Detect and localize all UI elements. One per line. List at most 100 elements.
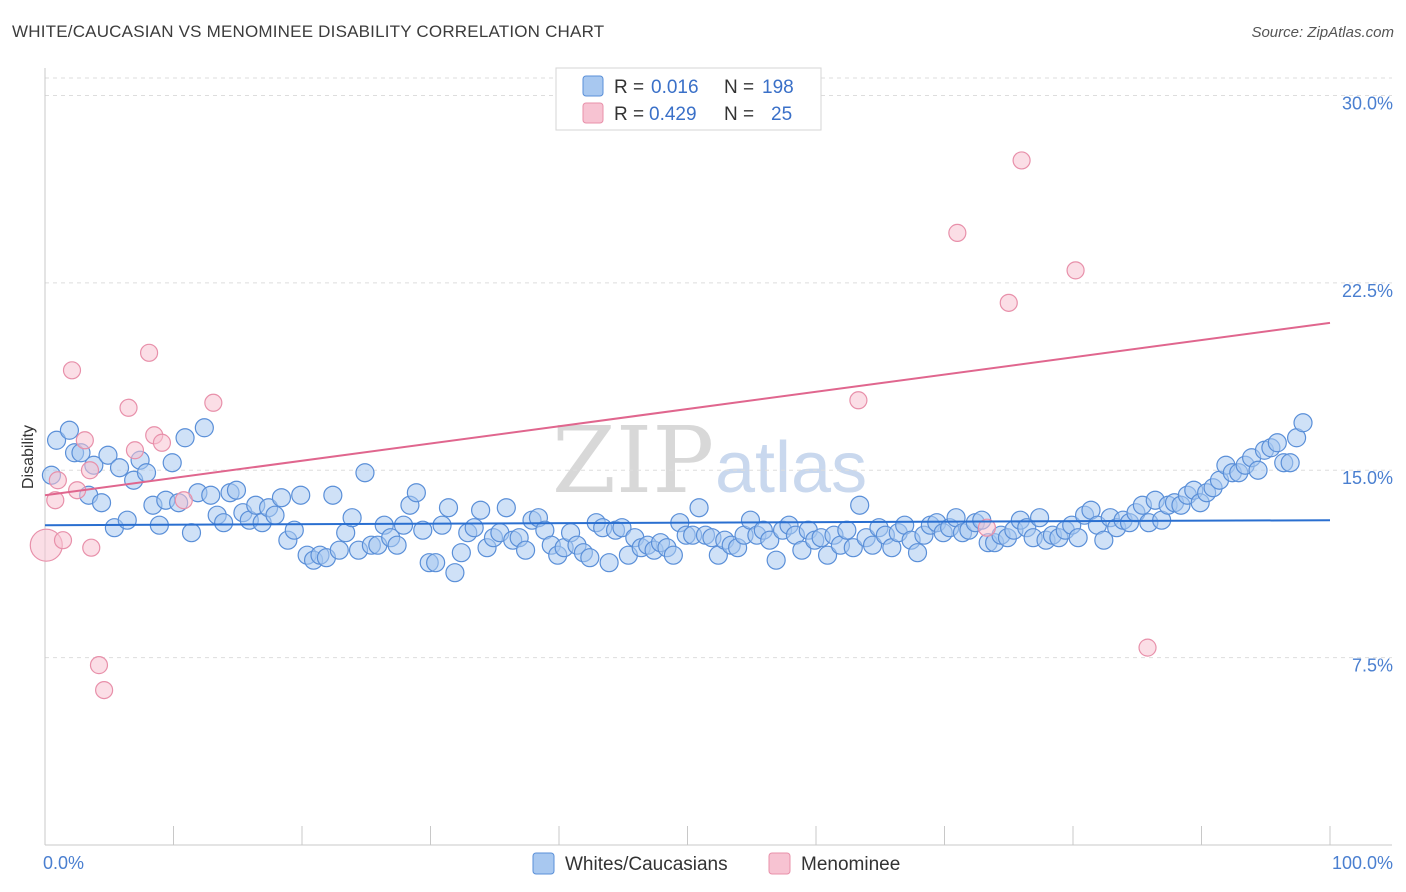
legend-bottom-swatch-blue	[532, 852, 555, 875]
data-point-menominee	[948, 223, 967, 242]
legend-r-value-1: 0.016	[651, 77, 699, 98]
data-point-white	[663, 545, 683, 565]
data-point-white	[766, 550, 786, 570]
data-point-menominee	[849, 391, 868, 410]
data-point-white	[792, 540, 812, 560]
y-tick-label: 22.5%	[1342, 281, 1393, 301]
data-point-white	[907, 543, 928, 563]
data-point-menominee	[119, 398, 138, 417]
legend-swatch-pink	[582, 102, 604, 124]
data-point-menominee	[125, 441, 145, 460]
data-point-white	[843, 538, 863, 558]
data-point-white	[599, 553, 619, 573]
series-menominee	[29, 151, 1157, 700]
legend-n-label-1: N =	[724, 77, 754, 98]
legend-r-value-2: 0.429	[649, 104, 697, 125]
legend-r-label-2: R =	[614, 104, 644, 125]
data-point-white	[59, 420, 80, 440]
y-tick-label: 15.0%	[1342, 468, 1393, 488]
data-point-white	[1068, 528, 1088, 548]
data-point-white	[46, 430, 67, 450]
legend-swatch-blue	[582, 75, 604, 97]
data-point-white	[265, 505, 285, 525]
data-point-menominee	[53, 531, 73, 550]
data-point-white	[109, 458, 130, 478]
data-point-white	[194, 418, 214, 438]
data-point-white	[387, 535, 407, 555]
source-label: Source: ZipAtlas.com	[1251, 24, 1394, 41]
data-point-white	[271, 488, 292, 508]
data-point-white	[837, 520, 857, 540]
x-tick-label: 100.0%	[1332, 853, 1393, 873]
data-point-menominee	[82, 538, 101, 557]
data-point-white	[323, 485, 343, 505]
data-point-white	[862, 535, 883, 555]
data-point-white	[760, 530, 780, 550]
legend-bottom: Whites/Caucasians Menominee	[532, 852, 900, 875]
data-point-menominee	[152, 433, 172, 452]
data-point-white	[136, 463, 157, 483]
series-whites	[41, 413, 1313, 583]
data-point-white	[515, 540, 536, 560]
legend-n-value-1: 198	[762, 77, 794, 98]
legend-bottom-swatch-pink	[768, 852, 791, 875]
legend-bottom-label-pink: Menominee	[801, 854, 900, 875]
data-point-menominee	[1012, 151, 1031, 170]
data-point-white	[496, 498, 516, 518]
data-point-white	[438, 498, 459, 518]
data-point-white	[162, 453, 182, 473]
legend-n-value-2: 25	[771, 104, 792, 125]
data-point-menominee	[80, 461, 100, 480]
data-point-white	[1029, 508, 1050, 528]
data-point-white	[1293, 413, 1313, 433]
data-point-white	[226, 480, 247, 500]
legend-r-label-1: R =	[614, 77, 644, 98]
watermark-zip: ZIP	[552, 407, 714, 514]
data-point-white	[393, 515, 414, 535]
data-point-white	[91, 493, 112, 513]
data-point-white	[580, 548, 600, 568]
data-point-white	[413, 520, 433, 540]
x-tick-label: 0.0%	[43, 853, 84, 873]
legend-bottom-label-blue: Whites/Caucasians	[565, 854, 728, 875]
data-point-white	[1267, 433, 1287, 453]
data-point-menominee	[46, 491, 65, 510]
data-point-menominee	[62, 361, 82, 380]
data-point-white	[291, 485, 311, 505]
data-point-white	[471, 500, 491, 520]
data-point-menominee	[204, 393, 223, 412]
data-point-menominee	[89, 656, 109, 675]
data-point-menominee	[1066, 261, 1085, 280]
data-point-white	[329, 540, 349, 560]
data-point-white	[98, 445, 118, 465]
data-point-white	[201, 485, 221, 505]
grid-lines	[45, 77, 1392, 659]
data-point-white	[214, 513, 234, 533]
y-tick-label: 7.5%	[1352, 656, 1393, 676]
data-point-white	[181, 523, 202, 543]
data-point-white	[817, 545, 838, 565]
data-point-white	[850, 495, 870, 515]
data-point-white	[1094, 530, 1114, 550]
data-point-white	[426, 553, 446, 573]
legend-n-label-2: N =	[724, 104, 754, 125]
data-point-menominee	[139, 343, 159, 362]
tick-labels: 7.5% 15.0% 22.5% 30.0% 0.0% 100.0%	[43, 93, 1393, 873]
data-point-white	[445, 563, 465, 583]
trend-lines	[44, 321, 1331, 527]
y-tick-label: 30.0%	[1342, 93, 1393, 113]
data-point-white	[451, 543, 471, 563]
data-point-white	[1280, 453, 1300, 473]
data-point-white	[355, 463, 375, 483]
axes	[44, 68, 1392, 846]
data-point-white	[175, 428, 195, 448]
legend-top: R = 0.016 N = 198 R = 0.429 N = 25	[555, 67, 822, 131]
data-point-white	[689, 498, 709, 518]
data-point-menominee	[95, 680, 114, 700]
data-point-white	[432, 515, 452, 535]
data-point-menominee	[174, 491, 193, 510]
trend-line-whites	[44, 519, 1331, 527]
data-point-white	[117, 510, 137, 530]
data-point-white	[406, 483, 426, 503]
